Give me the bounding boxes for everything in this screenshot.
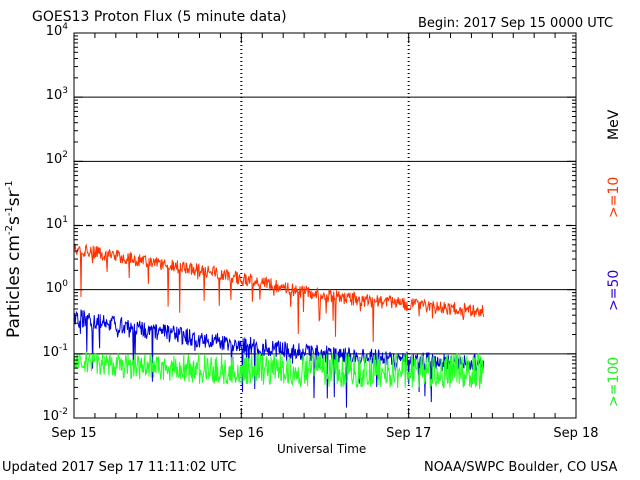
y-axis-label: Particles cm-2s-1sr-1 (4, 180, 24, 338)
y-axis-label-exp-sr: -1 (4, 180, 15, 191)
y-tick-label: 10-1 (30, 342, 68, 360)
y-axis-label-base: Particles cm (4, 235, 24, 338)
y-tick-exp: -1 (59, 342, 68, 353)
y-tick-label: 101 (30, 214, 68, 232)
y-tick-base: 10 (42, 409, 60, 424)
updated-time: Updated 2017 Sep 17 11:11:02 UTC (2, 460, 237, 475)
series-line (73, 243, 485, 342)
y-tick-base: 10 (45, 216, 63, 232)
y-tick-label: 100 (30, 278, 68, 296)
x-axis-label: Universal Time (277, 442, 367, 456)
axis-ticks (73, 33, 577, 419)
y-tick-exp: 2 (62, 150, 68, 161)
y-tick-exp: 0 (62, 278, 68, 289)
credit: NOAA/SWPC Boulder, CO USA (424, 460, 618, 475)
legend-gt100: >=100 (606, 356, 622, 407)
y-tick-label: 103 (30, 86, 68, 104)
x-tick-label: Sep 18 (553, 426, 599, 441)
legend-gt50: >=50 (606, 269, 622, 311)
grid (74, 33, 576, 418)
y-axis-label-unit-sr: sr (4, 190, 24, 207)
y-tick-base: 10 (45, 24, 63, 39)
series-group (73, 243, 485, 408)
y-tick-exp: 1 (62, 214, 68, 225)
series-line (73, 351, 485, 390)
y-tick-base: 10 (45, 152, 63, 168)
chart-title: GOES13 Proton Flux (5 minute data) (32, 9, 287, 25)
y-tick-label: 102 (30, 150, 68, 168)
y-axis-label-exp-cm: -2 (4, 225, 15, 236)
begin-time: Begin: 2017 Sep 15 0000 UTC (418, 16, 614, 31)
y-tick-base: 10 (45, 280, 63, 296)
x-tick-label: Sep 15 (51, 426, 97, 441)
y-tick-label: 104 (30, 22, 68, 40)
legend-unit: MeV (606, 109, 622, 140)
y-axis-label-exp-s: -1 (4, 206, 15, 217)
y-tick-base: 10 (45, 88, 63, 104)
y-tick-label: 10-2 (30, 407, 68, 425)
x-tick-label: Sep 17 (386, 426, 432, 441)
y-tick-base: 10 (42, 344, 60, 360)
y-tick-exp: 3 (62, 86, 68, 97)
x-tick-label: Sep 16 (218, 426, 264, 441)
y-axis-label-unit-s: s (4, 216, 24, 226)
legend-gt10: >=10 (606, 176, 622, 218)
y-tick-exp: 4 (62, 22, 68, 32)
y-tick-exp: -2 (59, 407, 68, 417)
